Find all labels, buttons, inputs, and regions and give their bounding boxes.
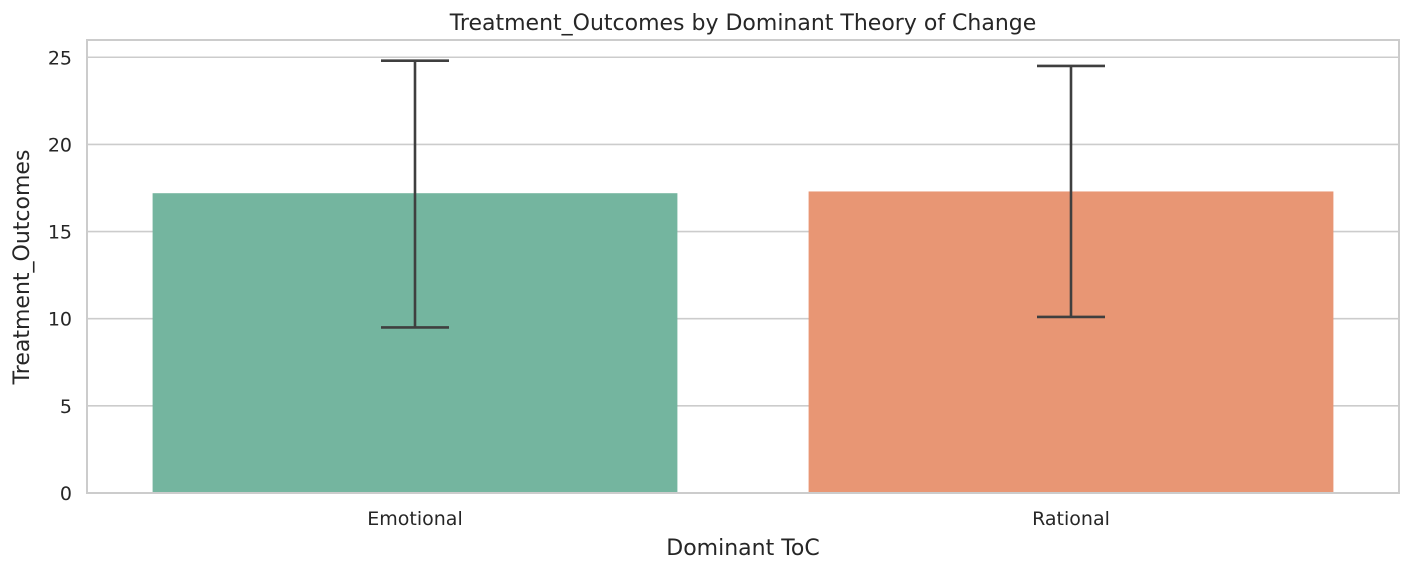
y-tick-labels: 0 5 10 15 20 25 bbox=[48, 47, 72, 505]
y-axis-label: Treatment_Outcomes bbox=[10, 150, 35, 386]
x-tick-label: Rational bbox=[1032, 508, 1110, 530]
x-tick-label: Emotional bbox=[367, 508, 462, 530]
chart-title: Treatment_Outcomes by Dominant Theory of… bbox=[449, 11, 1037, 36]
error-bars bbox=[381, 59, 1105, 329]
x-axis-label: Dominant ToC bbox=[666, 536, 819, 561]
y-tick-label: 5 bbox=[60, 396, 72, 418]
x-tick-labels: Emotional Rational bbox=[367, 508, 1110, 530]
y-tick-label: 15 bbox=[48, 222, 72, 244]
plot-frame bbox=[86, 39, 1400, 494]
y-tick-label: 20 bbox=[48, 134, 72, 156]
y-tick-label: 10 bbox=[48, 309, 72, 331]
bars bbox=[152, 191, 1334, 494]
y-tick-label: 0 bbox=[60, 483, 72, 505]
y-tick-label: 25 bbox=[48, 47, 72, 69]
